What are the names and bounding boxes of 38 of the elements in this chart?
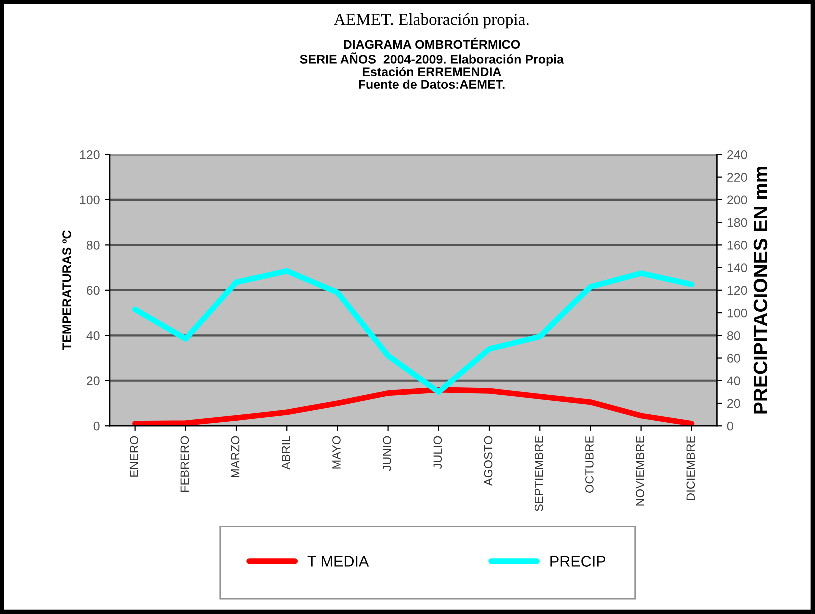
y2-tick-label: 60 <box>728 354 740 363</box>
y-tick-label: 0 <box>94 422 100 431</box>
x-tick-label: NOVIEMBRE <box>636 436 644 506</box>
x-tick-label: MAYO <box>332 436 341 469</box>
y2-tick-label: 0 <box>727 422 734 431</box>
chart-title: DIAGRAMA OMBROTÉRMICO SERIE AÑOS 2004-2009. Elaboración Propia Estación ERREMENDIA Fuente de Datos:AEMET. <box>300 38 564 90</box>
x-tick-label: SEPTIEMBRE <box>534 436 544 512</box>
text: AEMET. Elaboración propia. <box>334 14 529 29</box>
y2-tick-label: 160 <box>728 240 748 250</box>
x-tick-label: ABRIL <box>282 436 290 470</box>
y-axis-title: TEMPERATURAS ºC <box>62 230 72 350</box>
x-tick-label: ENERO <box>130 436 138 477</box>
x-tick-label: JULIO <box>434 436 442 470</box>
x-tick-label: DICIEMBRE <box>686 436 696 500</box>
y-tick-label: 40 <box>86 331 100 340</box>
y2-tick-label: 120 <box>728 286 748 296</box>
y-tick-label: 80 <box>86 240 100 250</box>
x-tick-label: JUNIO <box>383 436 392 472</box>
x-tick-label: MARZO <box>231 436 240 478</box>
y-tick-label: 20 <box>87 376 100 386</box>
y2-tick-label: 40 <box>727 376 740 386</box>
legend-label: T MEDIA <box>308 556 370 567</box>
x-tick-label: AGOSTO <box>484 436 493 486</box>
legend-label: PRECIP <box>550 556 606 567</box>
y2-tick-label: 180 <box>728 218 748 228</box>
y2-tick-label: 200 <box>728 196 748 205</box>
y2-tick-label: 80 <box>727 331 740 340</box>
y2-tick-label: 220 <box>728 173 748 182</box>
y2-tick-label: 20 <box>728 399 740 408</box>
y2-tick-label: 140 <box>728 264 748 272</box>
y2-axis-title: PRECIPITACIONES EN mm <box>754 167 768 414</box>
y-tick-label: 60 <box>87 286 100 296</box>
y2-tick-label: 240 <box>728 150 748 160</box>
y-tick-label: 100 <box>80 196 100 205</box>
x-tick-label: OCTUBRE <box>586 436 594 493</box>
y-tick-label: 120 <box>80 150 100 160</box>
x-tick-label: FEBRERO <box>180 436 190 492</box>
y2-tick-label: 100 <box>728 308 748 318</box>
